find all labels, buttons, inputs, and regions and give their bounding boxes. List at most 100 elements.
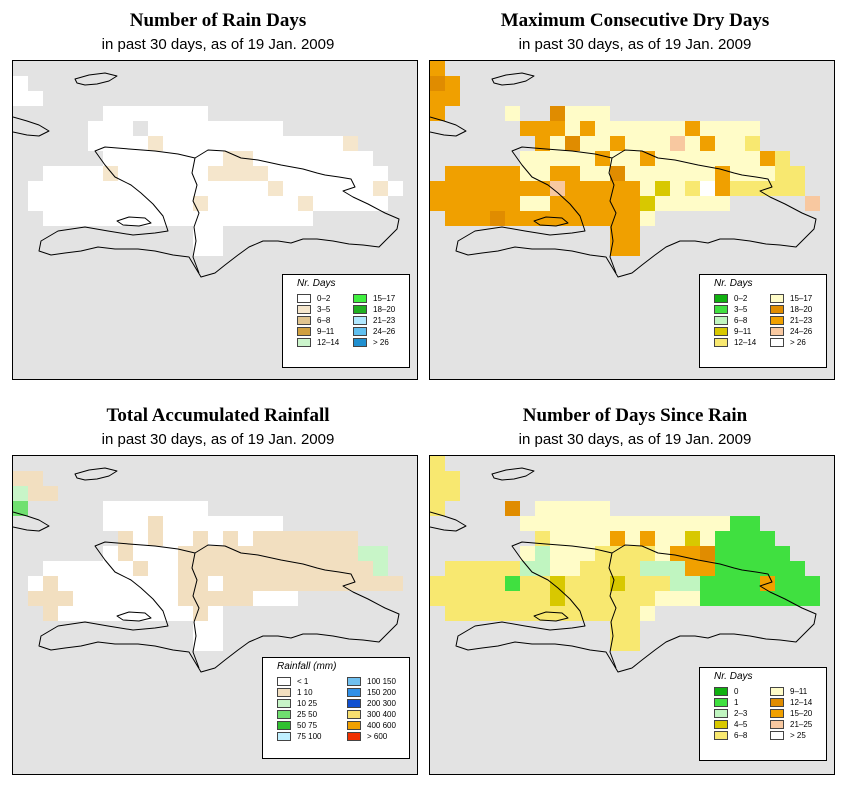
grid-cell [268,591,283,606]
panel-subtitle: in past 30 days, as of 19 Jan. 2009 [101,36,335,53]
grid-cell [445,76,460,91]
grid-cell [223,166,238,181]
grid-cell [505,561,520,576]
island-outline [455,541,817,673]
grid-cell [28,181,43,196]
grid-cell [670,561,685,576]
grid-cell [685,136,700,151]
grid-cell [328,561,343,576]
grid-cell [238,121,253,136]
grid-cell [328,546,343,561]
grid-cell [655,196,670,211]
grid-cell [238,211,253,226]
grid-cell [178,211,193,226]
legend-swatch [297,294,311,303]
grid-cell [178,576,193,591]
grid-cell [208,151,223,166]
legend-swatch [277,721,291,730]
legend-label: 300 400 [367,710,396,719]
haiti-dr-border [191,157,200,274]
grid-cell [550,196,565,211]
grid-cell [565,136,580,151]
legend-label: 0 [734,687,739,696]
grid-cell [700,576,715,591]
grid-cell [625,561,640,576]
grid-cell [550,211,565,226]
grid-cell [580,606,595,621]
grid-cell [208,606,223,621]
grid-cell [88,561,103,576]
grid-cell [685,151,700,166]
grid-cell [358,181,373,196]
grid-cell [700,166,715,181]
legend-swatch [714,327,728,336]
map-frame [12,60,418,380]
grid-cell [685,181,700,196]
grid-cell [193,136,208,151]
grid-cell [580,196,595,211]
grid-cell [103,576,118,591]
grid-cell [193,531,208,546]
grid-cell [253,136,268,151]
grid-cell [58,196,73,211]
grid-cell [640,606,655,621]
grid-cell [655,591,670,606]
grid-cell [88,591,103,606]
grid-cell [445,591,460,606]
grid-cell [28,91,43,106]
grid-cell [610,166,625,181]
grid-cell [730,546,745,561]
legend-label: 150 200 [367,688,396,697]
grid-cell [268,516,283,531]
grid-cell [475,166,490,181]
grid-cell [343,166,358,181]
map-rain-days [13,72,403,278]
grid-cell [178,606,193,621]
grid-cell [445,166,460,181]
grid-cell [625,621,640,636]
grid-cell [103,211,118,226]
legend-swatch [347,677,361,686]
legend-swatch [277,688,291,697]
grid-cell [430,486,445,501]
grid-cell [43,606,58,621]
grid-cell [625,636,640,651]
grid-cell [520,166,535,181]
grid-cell [745,591,760,606]
legend-swatch [277,710,291,719]
grid-cell [730,591,745,606]
grid-cell [43,181,58,196]
grid-cell [208,121,223,136]
grid-cell [580,121,595,136]
grid-cell [430,456,445,471]
grid-cell [700,151,715,166]
grid-cell [208,226,223,241]
grid-cell [625,241,640,256]
grid-cell [13,471,28,486]
grid-cell [745,151,760,166]
panel-title: Number of Days Since Rain [522,405,748,426]
grid-cell [328,196,343,211]
grid-cell [790,591,805,606]
grid-cell [580,211,595,226]
grid-cell [595,181,610,196]
grid-cell [283,181,298,196]
grid-cell [565,211,580,226]
grid-cell [103,591,118,606]
map-frame [12,455,418,775]
grid-cell [685,121,700,136]
legend-label: 15–20 [790,709,813,718]
grid-cell [133,516,148,531]
grid-cell [253,561,268,576]
grid-cell [490,196,505,211]
grid-cell [268,211,283,226]
grid-cell [685,576,700,591]
grid-cell [595,501,610,516]
grid-cell [700,121,715,136]
grid-cell [715,136,730,151]
grid-cell [223,591,238,606]
legend-label: 1 10 [297,688,313,697]
grid-cell [595,166,610,181]
grid-cell [760,531,775,546]
grid-cell [730,121,745,136]
